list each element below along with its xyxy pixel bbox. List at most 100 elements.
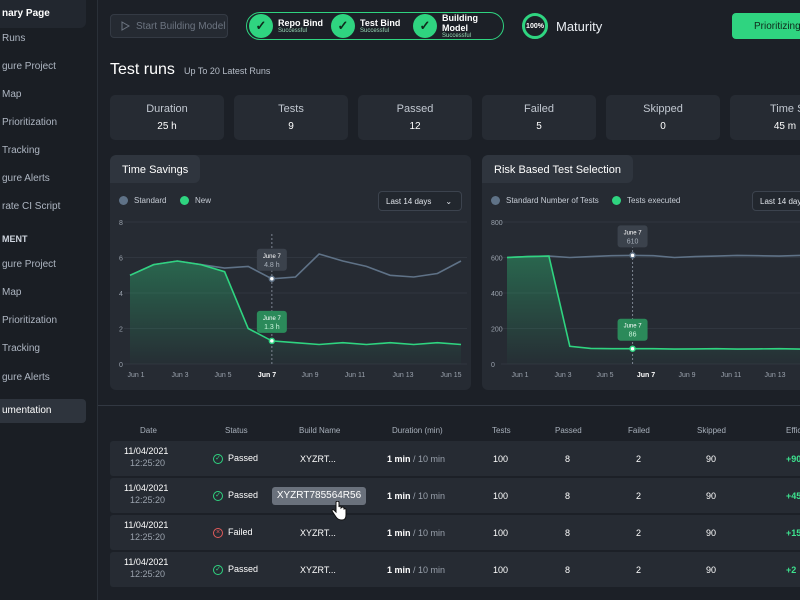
data-point-marker xyxy=(268,275,276,283)
data-point-marker xyxy=(629,345,636,352)
sidebar-item[interactable]: Tracking xyxy=(2,145,40,156)
step-title: Repo Bind xyxy=(278,18,323,28)
time-value: 12:25:20 xyxy=(130,532,166,542)
efficiency-cell: +45 xyxy=(786,491,800,501)
table-row[interactable]: 11/04/2021 12:25:20 × Failed XYZRT... 1 min /… xyxy=(110,515,800,550)
column-header[interactable]: Effic xyxy=(786,426,800,435)
tests-cell: 100 xyxy=(493,491,509,501)
duration-value: 1 min xyxy=(387,454,411,464)
check-icon: ✓ xyxy=(213,564,223,575)
step-title: Building Model xyxy=(442,13,478,33)
annotation-value: 610 xyxy=(627,238,639,245)
duration-value: 1 min xyxy=(387,565,411,575)
series-line-standard xyxy=(506,254,800,259)
legend-tests-executed: Tests executed xyxy=(612,196,680,205)
legend-label: Tests executed xyxy=(627,196,681,205)
sidebar-item[interactable]: gure Alerts xyxy=(2,372,50,383)
sidebar-item[interactable]: rate CI Script xyxy=(2,201,61,212)
start-building-model-button[interactable]: Start Building Model xyxy=(110,14,228,38)
duration-total: / 10 min xyxy=(413,528,446,538)
legend-dot xyxy=(180,196,189,205)
column-header[interactable]: Duration (min) xyxy=(392,426,443,435)
tests-cell: 100 xyxy=(493,565,509,575)
new-series-area xyxy=(507,256,800,364)
data-point-marker xyxy=(629,252,636,259)
failed-cell: 2 xyxy=(636,528,642,538)
skipped-cell: 90 xyxy=(706,491,717,501)
skipped-cell: 90 xyxy=(706,565,717,575)
maturity-ring: 100% xyxy=(522,13,548,39)
error-icon: × xyxy=(213,527,223,538)
x-tick-label: Jun 13 xyxy=(764,372,785,379)
range-select-time-savings[interactable]: Last 14 days ⌄ xyxy=(378,191,462,211)
duration-total: / 10 min xyxy=(413,565,446,575)
y-tick-label: 4 xyxy=(119,291,123,298)
build-name-expanded[interactable]: XYZRT785564R56 xyxy=(272,487,366,505)
status-cell: ✓ Passed xyxy=(213,490,258,501)
range-select-risk[interactable]: Last 14 days xyxy=(752,191,800,211)
annotation-box xyxy=(617,225,648,248)
column-header[interactable]: Date xyxy=(140,426,157,435)
date-value: 11/04/2021 xyxy=(124,557,169,567)
stat-failed: Failed 5 xyxy=(482,95,596,140)
sidebar-item[interactable]: Map xyxy=(2,89,22,100)
efficiency-cell: +15 xyxy=(786,528,800,538)
sidebar-item[interactable]: Prioritization xyxy=(2,315,58,326)
sidebar-item[interactable]: umentation xyxy=(0,399,86,423)
stat-value: 5 xyxy=(536,121,542,132)
maturity-label: Maturity xyxy=(556,18,603,34)
build-name[interactable]: XYZRT... xyxy=(300,528,336,538)
annotation-date: June 7 xyxy=(263,316,282,322)
annotation-box xyxy=(617,318,648,341)
column-header[interactable]: Status xyxy=(225,426,248,435)
legend-dot xyxy=(612,196,621,205)
sidebar-item[interactable]: nary Page xyxy=(2,8,50,19)
chevron-down-icon: ⌄ xyxy=(445,196,453,206)
table-row[interactable]: 11/04/2021 12:25:20 ✓ Passed XYZRT... 1 min /… xyxy=(110,552,800,587)
y-tick-label: 0 xyxy=(119,362,123,369)
legend-standard: Standard xyxy=(119,196,166,205)
column-header[interactable]: Skipped xyxy=(697,426,726,435)
check-icon: ✓ xyxy=(249,14,273,38)
x-tick-label: Jun 11 xyxy=(721,372,742,379)
sidebar-item[interactable]: Runs xyxy=(2,33,26,44)
date-value: 11/04/2021 xyxy=(124,483,169,493)
status-cell: ✓ Passed xyxy=(213,564,258,575)
stat-value: 9 xyxy=(288,121,294,132)
risk-based-test-selection-chart: 0 200 400 600 800 Jun 1 Jun 3 Jun 5 Jun 7 Jun 9 Ju… xyxy=(491,220,800,379)
sidebar: nary Page Runs gure Project Map Prioritizati… xyxy=(0,0,98,600)
column-header[interactable]: Tests xyxy=(492,426,511,435)
annotation-date: June 7 xyxy=(624,230,643,236)
build-name[interactable]: XYZRT... xyxy=(300,454,336,464)
sidebar-item[interactable]: Map xyxy=(2,287,22,298)
annotation-value: 86 xyxy=(629,332,637,339)
column-header[interactable]: Passed xyxy=(555,426,582,435)
start-building-model-label: Start Building Model xyxy=(136,20,226,32)
efficiency-cell: +90 xyxy=(786,454,800,464)
skipped-cell: 90 xyxy=(706,454,717,464)
failed-cell: 2 xyxy=(636,491,642,501)
prioritizing-button[interactable]: Prioritizing xyxy=(732,13,800,39)
table-row[interactable]: 11/04/2021 12:25:20 ✓ Passed 1 min / 10 min 1… xyxy=(110,478,800,513)
column-header[interactable]: Build Name xyxy=(299,426,341,435)
sidebar-item[interactable]: gure Project xyxy=(2,61,56,72)
annotation-date: June 7 xyxy=(624,324,643,330)
x-tick-label: Jun 9 xyxy=(678,372,695,379)
time-value: 12:25:20 xyxy=(130,495,166,505)
sidebar-item[interactable]: Tracking xyxy=(2,343,40,354)
build-name[interactable]: XYZRT... xyxy=(300,565,336,575)
table-row[interactable]: 11/04/2021 12:25:20 ✓ Passed XYZRT... 1 min /… xyxy=(110,441,800,476)
check-icon: ✓ xyxy=(213,490,223,501)
sidebar-item[interactable]: gure Project xyxy=(2,259,56,270)
stat-label: Duration xyxy=(146,103,188,115)
passed-cell: 8 xyxy=(565,491,571,501)
sidebar-item[interactable]: gure Alerts xyxy=(2,173,50,184)
x-tick-label: Jun 7 xyxy=(637,372,655,379)
tests-cell: 100 xyxy=(493,454,509,464)
check-icon: ✓ xyxy=(213,453,223,464)
sidebar-item[interactable]: Prioritization xyxy=(2,117,58,128)
passed-cell: 8 xyxy=(565,454,571,464)
x-tick-label: Jun 5 xyxy=(596,372,613,379)
section-divider xyxy=(98,405,800,406)
column-header[interactable]: Failed xyxy=(628,426,650,435)
